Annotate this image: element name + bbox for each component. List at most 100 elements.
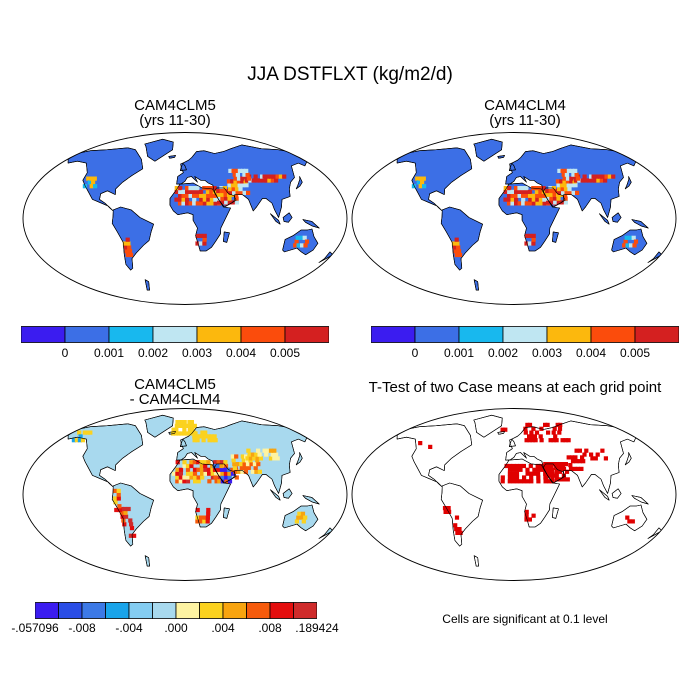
coastline-eurasia xyxy=(176,420,308,494)
flux-cell xyxy=(217,200,222,205)
coastline-greenland xyxy=(473,138,503,162)
flux-cell xyxy=(510,201,515,206)
flux-cell xyxy=(231,200,236,205)
flux-cell xyxy=(202,237,207,242)
difference-cell xyxy=(187,423,192,428)
flux-cell xyxy=(188,189,193,194)
flux-cell xyxy=(631,235,636,240)
flux-cell xyxy=(521,197,526,202)
difference-cell xyxy=(207,479,212,484)
significant-cell xyxy=(442,506,448,511)
flux-cell xyxy=(253,174,258,179)
colorbar-clm4 xyxy=(371,326,679,343)
colorbar-box xyxy=(21,326,66,343)
difference-cell xyxy=(195,519,200,524)
significant-cell xyxy=(514,467,520,472)
flux-cell xyxy=(506,197,512,202)
significant-cell xyxy=(544,477,549,482)
significant-cell xyxy=(525,479,530,484)
difference-cell xyxy=(243,469,248,474)
difference-cell xyxy=(200,434,206,439)
difference-cells xyxy=(71,420,308,538)
flux-cell xyxy=(514,186,519,191)
significant-cell xyxy=(529,434,535,439)
significant-cell xyxy=(544,473,549,478)
flux-cell xyxy=(195,193,200,198)
flux-cell xyxy=(524,186,529,191)
difference-cell xyxy=(78,434,83,439)
flux-cell xyxy=(503,189,508,194)
difference-cell xyxy=(189,471,194,476)
map-content xyxy=(67,138,334,291)
colorbar-clm5 xyxy=(21,326,329,343)
coastline-iceland xyxy=(168,431,176,435)
coastline-northAmerica xyxy=(67,423,144,488)
significant-cell xyxy=(582,452,587,457)
difference-cell xyxy=(232,465,237,470)
difference-cell xyxy=(196,475,201,480)
flux-cell xyxy=(422,184,427,189)
significant-cell xyxy=(511,467,516,472)
coastline-sumatra xyxy=(270,213,281,225)
flux-cell xyxy=(235,190,240,195)
significant-cell xyxy=(579,466,584,471)
flux-cell xyxy=(209,201,215,206)
significant-cell xyxy=(603,456,608,461)
flux-cell xyxy=(560,187,565,192)
colorbar-tick-label: 0.005 xyxy=(269,346,301,360)
map-panel-clm4 xyxy=(351,132,677,305)
panel-subtitle-line: (yrs 11-30) xyxy=(139,112,211,129)
difference-cell xyxy=(231,458,236,463)
significant-cell xyxy=(539,463,544,469)
flux-cell xyxy=(304,239,310,244)
significant-cell xyxy=(507,471,512,476)
flux-cell xyxy=(455,241,460,246)
land-greenland xyxy=(144,138,174,162)
coastline-iceland xyxy=(497,431,505,435)
significant-cell xyxy=(554,473,559,478)
difference-cell xyxy=(239,462,244,467)
flux-cell xyxy=(241,183,246,188)
flux-cell xyxy=(240,176,245,181)
coastlines xyxy=(396,414,663,567)
significant-cell xyxy=(531,426,536,431)
flux-cell xyxy=(302,235,307,240)
flux-cell xyxy=(227,183,232,188)
significant-cell xyxy=(577,448,582,453)
flux-cell xyxy=(531,201,536,206)
flux-cell xyxy=(177,201,183,206)
difference-cell xyxy=(245,462,251,467)
map-panel-ttest xyxy=(351,408,677,581)
flux-cell xyxy=(541,189,546,194)
significant-cell xyxy=(574,448,579,453)
difference-cell xyxy=(250,452,256,457)
difference-cell xyxy=(230,454,235,459)
flux-cell xyxy=(195,241,200,246)
flux-cell xyxy=(580,178,585,183)
difference-cell xyxy=(203,434,208,439)
flux-cell xyxy=(582,174,587,179)
difference-cell xyxy=(210,467,215,472)
coastline-antarcticTip xyxy=(144,555,150,567)
coastline-greatBritain xyxy=(509,162,516,171)
colorbar-box xyxy=(152,326,198,343)
coastline-madagascar xyxy=(552,507,559,519)
coastline-southAmerica xyxy=(440,206,483,271)
flux-cell xyxy=(213,201,218,206)
flux-cell xyxy=(541,186,546,191)
significant-cell xyxy=(507,475,512,480)
difference-cell xyxy=(268,448,274,453)
coastline-greatBritain xyxy=(180,162,187,171)
coastline-borneo xyxy=(282,488,293,499)
flux-cell xyxy=(571,172,576,177)
flux-cell xyxy=(575,176,580,181)
significant-cell xyxy=(418,441,423,446)
flux-cell xyxy=(524,193,529,198)
significant-cell xyxy=(458,530,463,535)
significant-cell xyxy=(553,462,558,467)
difference-cell xyxy=(190,423,195,428)
significant-cell xyxy=(511,475,516,480)
flux-cell xyxy=(552,192,557,197)
significant-cell xyxy=(553,434,558,439)
flux-cell xyxy=(185,193,190,198)
